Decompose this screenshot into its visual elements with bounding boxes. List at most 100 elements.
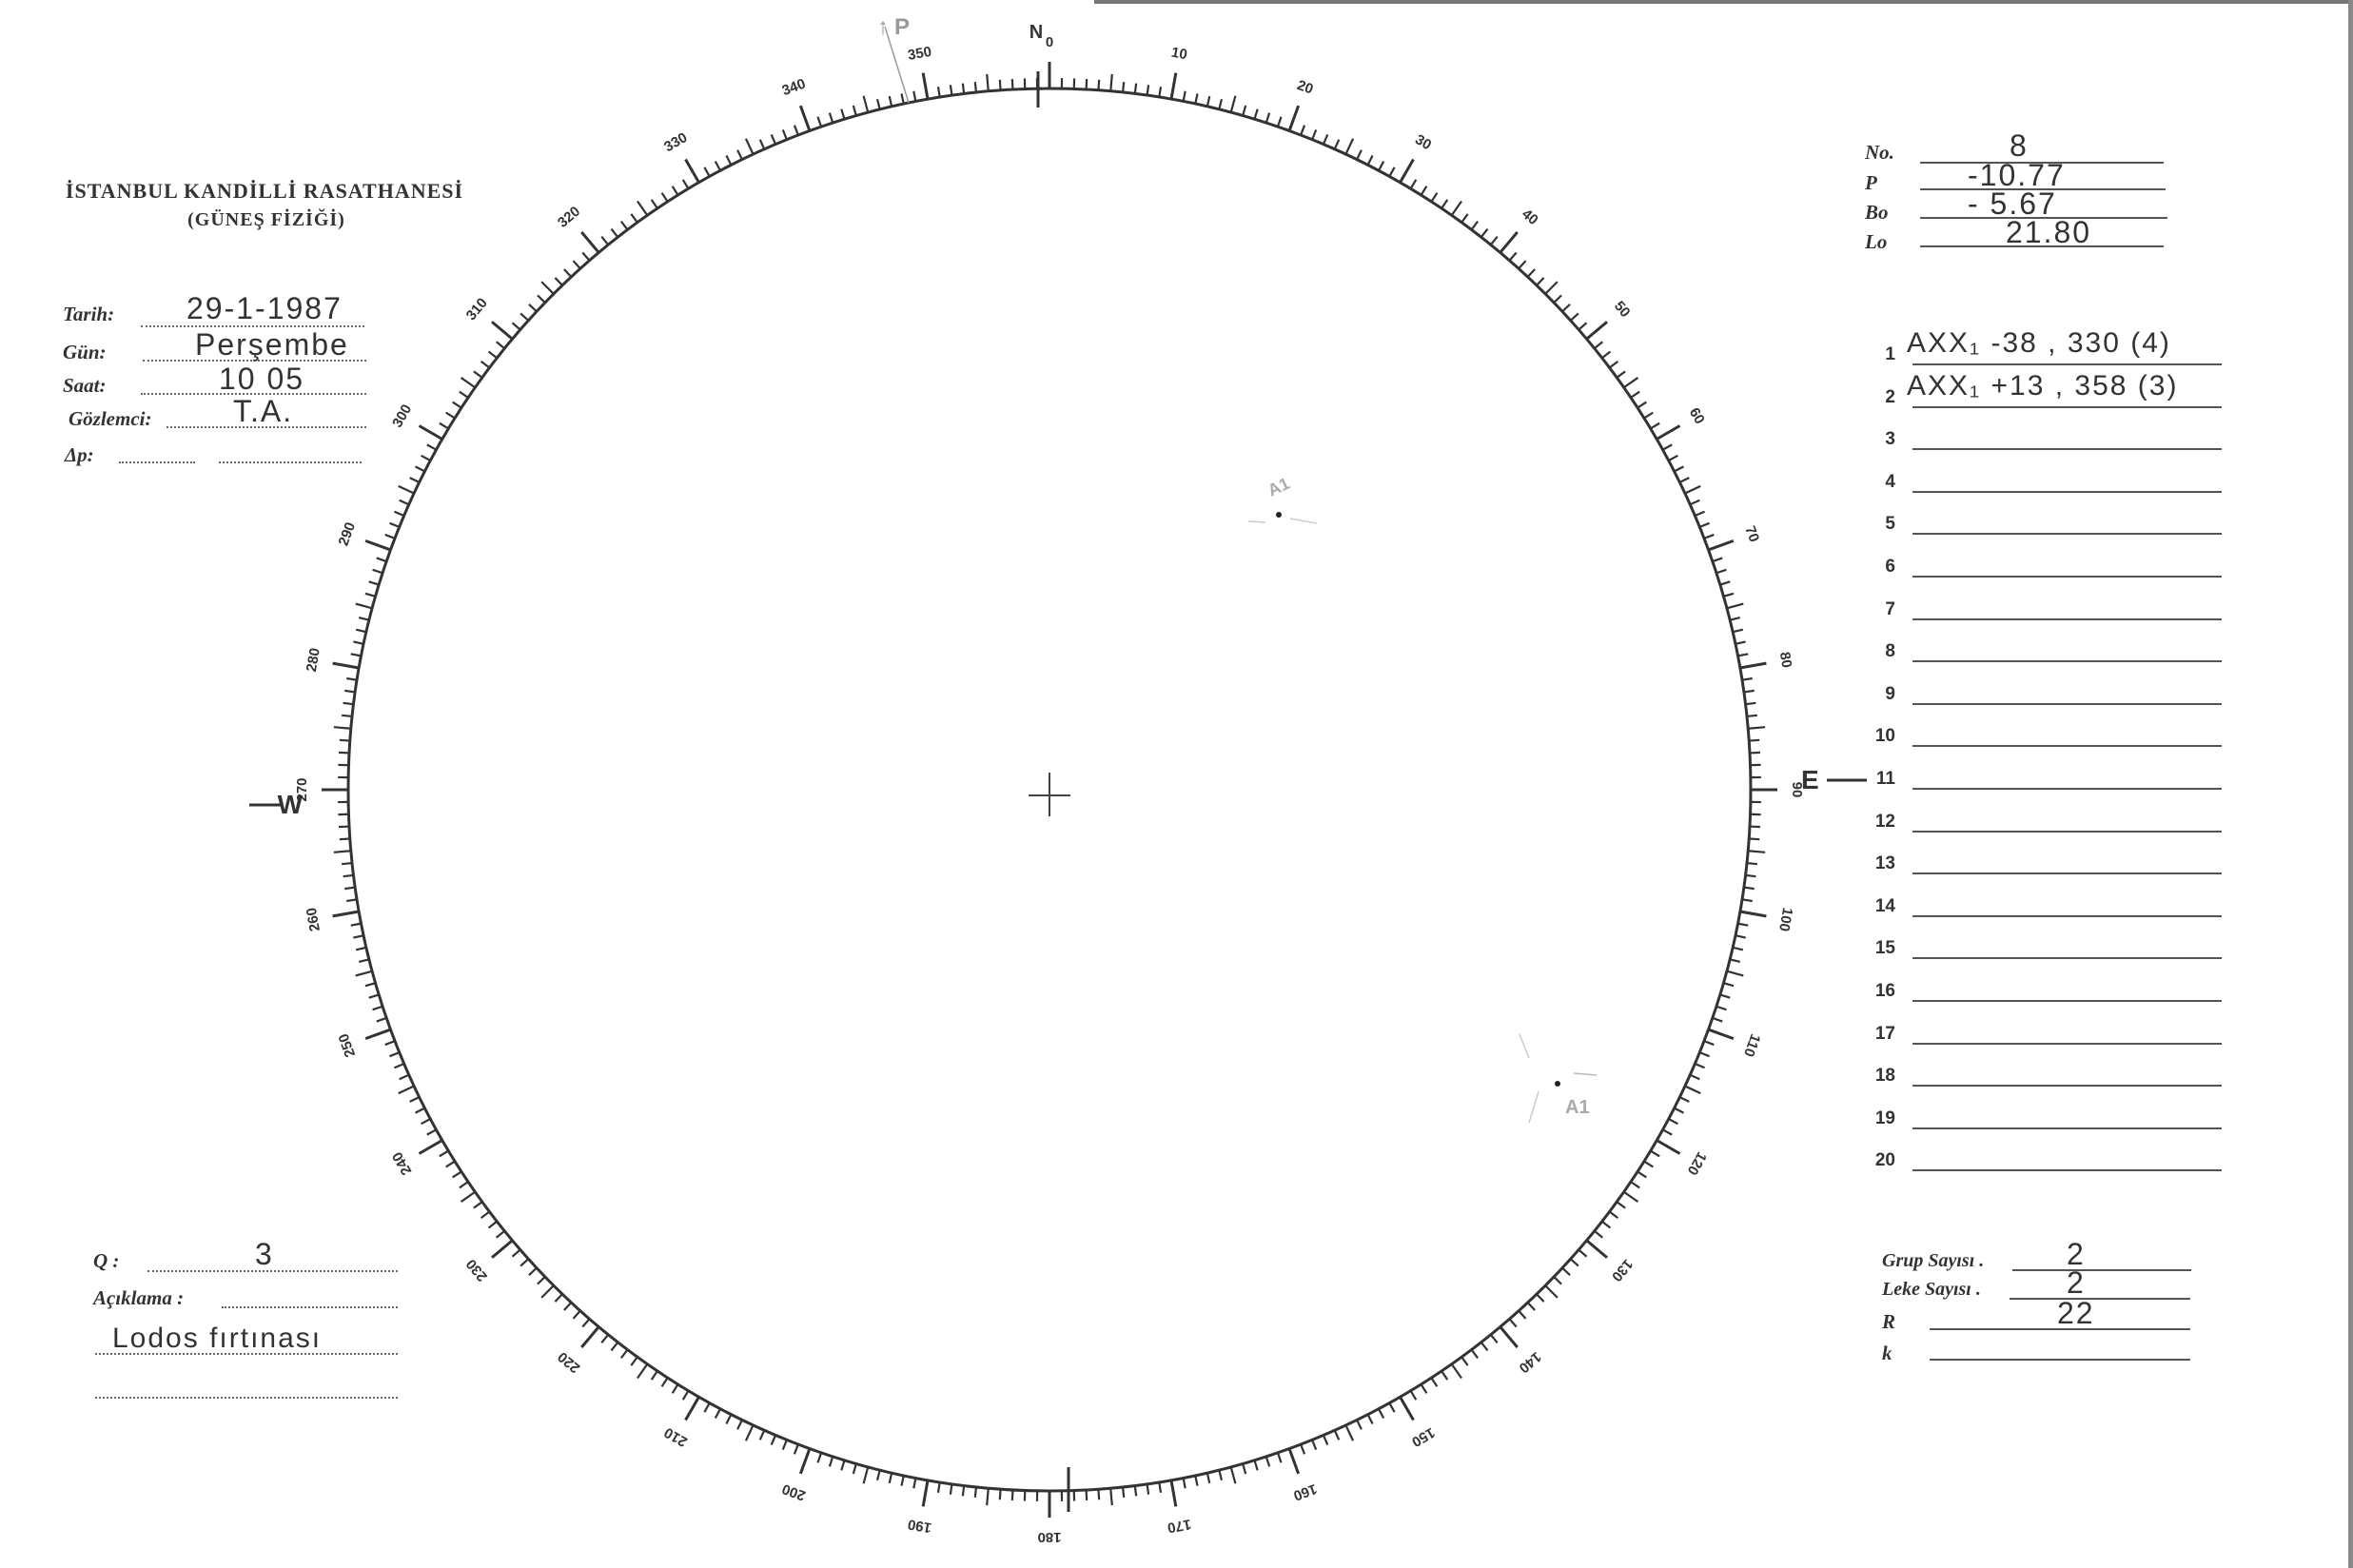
- degree-tick: [1097, 79, 1101, 90]
- degree-tick: [580, 1325, 600, 1348]
- degree-tick: [793, 1443, 799, 1455]
- degree-tick: [1276, 1452, 1283, 1463]
- bo-label: Bo: [1865, 201, 1889, 224]
- degree-tick: [660, 192, 669, 203]
- degree-tick: [1723, 982, 1735, 988]
- east-label: E: [1801, 765, 1819, 794]
- degree-tick: [1536, 1293, 1545, 1303]
- degree-tick: [418, 424, 443, 441]
- degree-tick: [540, 281, 555, 295]
- degree-tick: [1518, 1309, 1527, 1320]
- degree-tick: [684, 158, 700, 184]
- degree-tick: [364, 982, 376, 988]
- r-value[interactable]: 22: [2057, 1296, 2095, 1330]
- degree-tick: [1662, 443, 1673, 451]
- degree-tick: [1206, 1472, 1211, 1484]
- degree-tick: [1300, 125, 1306, 136]
- degree-tick: [339, 837, 350, 841]
- degree-tick: [353, 640, 364, 645]
- gun-value[interactable]: Perşembe: [195, 327, 349, 362]
- degree-tick: [1344, 138, 1355, 155]
- degree-tick: [650, 199, 658, 209]
- degree-label: 300: [389, 402, 415, 430]
- no-line: [1920, 162, 2164, 164]
- p-value[interactable]: -10.77: [1968, 158, 2066, 192]
- degree-tick: [1356, 1419, 1363, 1430]
- group-row-line: [1912, 957, 2222, 960]
- degree-tick: [409, 1096, 421, 1103]
- degree-tick: [637, 200, 649, 216]
- group-row-line: [1912, 660, 2222, 663]
- group-row-entry[interactable]: AXX₁ -38 , 330 (4): [1907, 327, 2171, 359]
- degree-tick: [921, 1480, 930, 1507]
- sunspot-group-1-dot: [1276, 512, 1282, 518]
- group-row-number: 9: [1885, 683, 1895, 704]
- degree-tick: [1578, 322, 1588, 331]
- degree-tick: [1569, 1258, 1579, 1267]
- degree-tick: [1726, 602, 1744, 610]
- degree-tick: [333, 726, 351, 730]
- degree-tick: [1684, 484, 1701, 495]
- group-row-line: [1912, 914, 2222, 917]
- degree-tick: [398, 484, 415, 495]
- degree-tick: [581, 251, 591, 262]
- leke-sayisi-value[interactable]: 2: [2067, 1265, 2086, 1300]
- degree-tick: [343, 701, 354, 706]
- sunspot-group-2-dot: [1555, 1081, 1560, 1087]
- degree-tick: [840, 108, 846, 120]
- degree-tick: [355, 970, 373, 977]
- bo-value[interactable]: - 5.67: [1968, 186, 2057, 221]
- degree-tick: [1378, 161, 1385, 171]
- degree-tick: [1430, 1377, 1439, 1387]
- degree-tick: [744, 138, 755, 155]
- degree-tick: [610, 1342, 619, 1352]
- degree-tick: [986, 1488, 990, 1506]
- gozlemci-value[interactable]: T.A.: [233, 394, 294, 428]
- tarih-value[interactable]: 29-1-1987: [186, 291, 343, 325]
- degree-tick: [1748, 726, 1766, 730]
- degree-label: 120: [1684, 1149, 1710, 1178]
- q-value[interactable]: 3: [255, 1237, 274, 1271]
- degree-tick: [554, 1293, 563, 1303]
- degree-tick: [1399, 1396, 1415, 1421]
- degree-tick: [1623, 1190, 1639, 1203]
- group-row-line: [1912, 533, 2222, 536]
- saat-value[interactable]: 10 05: [219, 362, 305, 396]
- degree-tick: [681, 179, 690, 189]
- sunspot-group-2-label: A1: [1565, 1097, 1590, 1118]
- group-row-number: 16: [1874, 981, 1895, 1001]
- degree-tick: [1578, 1248, 1588, 1258]
- degree-tick: [725, 155, 733, 166]
- degree-tick: [986, 73, 990, 91]
- degree-tick: [459, 1181, 469, 1189]
- degree-tick: [355, 602, 373, 610]
- group-row-entry[interactable]: AXX₁ +13 , 358 (3): [1907, 369, 2179, 402]
- degree-tick: [1121, 81, 1126, 93]
- degree-tick: [1749, 751, 1761, 755]
- aciklama-value[interactable]: Lodos fırtınası: [112, 1323, 323, 1354]
- degree-tick: [973, 1486, 978, 1499]
- group-row-number: 6: [1885, 557, 1895, 577]
- no-value[interactable]: 8: [2010, 128, 2029, 163]
- degree-tick: [487, 1220, 498, 1229]
- degree-tick: [1146, 85, 1150, 96]
- degree-label: 80: [1776, 651, 1795, 669]
- lo-value[interactable]: 21.80: [2006, 215, 2092, 249]
- degree-tick: [1698, 521, 1710, 528]
- degree-tick: [1229, 1466, 1237, 1484]
- degree-tick: [1684, 1085, 1701, 1095]
- degree-tick: [1333, 139, 1341, 150]
- gun-line: [143, 360, 366, 362]
- degree-tick: [554, 277, 563, 286]
- degree-tick: [439, 421, 449, 430]
- degree-label: 30: [1412, 131, 1434, 153]
- grup-sayisi-value[interactable]: 2: [2067, 1237, 2086, 1271]
- group-row-number: 20: [1874, 1150, 1895, 1171]
- degree-tick: [426, 1128, 437, 1136]
- degree-tick: [1749, 825, 1761, 829]
- degree-tick: [1322, 134, 1329, 146]
- group-row-line: [1912, 448, 2222, 451]
- degree-tick: [1723, 592, 1735, 598]
- degree-tick: [1253, 1460, 1259, 1471]
- degree-tick: [415, 1107, 425, 1114]
